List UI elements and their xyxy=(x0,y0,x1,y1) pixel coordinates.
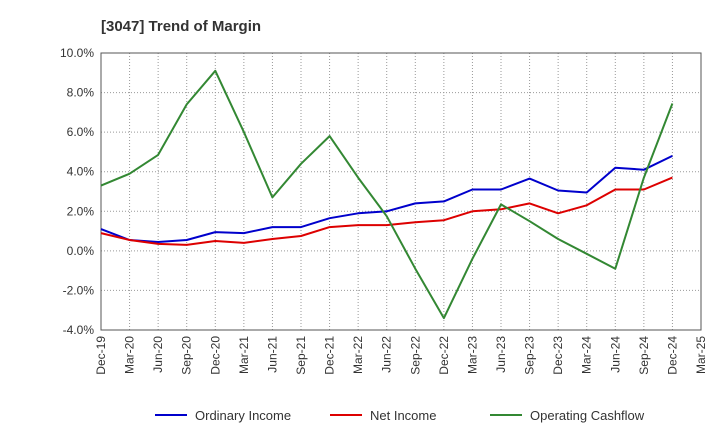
x-tick-label: Jun-20 xyxy=(151,336,165,373)
x-tick-label: Dec-23 xyxy=(551,336,565,375)
legend-label: Operating Cashflow xyxy=(530,408,645,423)
x-tick-label: Sep-24 xyxy=(637,336,651,375)
x-tick-label: Jun-22 xyxy=(380,336,394,373)
x-tick-label: Jun-23 xyxy=(494,336,508,373)
series-line xyxy=(100,176,673,246)
x-tick-label: Sep-21 xyxy=(294,336,308,375)
y-tick-label: 10.0% xyxy=(60,46,94,60)
y-axis-ticks: -4.0% -2.0% 0.0% 2.0% 4.0% 6.0% 8.0% 10.0% xyxy=(60,46,94,337)
y-tick-label: 2.0% xyxy=(67,204,95,218)
x-tick-label: Sep-20 xyxy=(180,336,194,375)
x-tick-label: Mar-20 xyxy=(123,336,137,374)
x-tick-label: Dec-24 xyxy=(665,336,679,375)
x-tick-label: Dec-19 xyxy=(94,336,108,375)
x-tick-label: Sep-23 xyxy=(523,336,537,375)
x-tick-label: Dec-20 xyxy=(208,336,222,375)
y-tick-label: -2.0% xyxy=(63,283,95,297)
chart-title: [3047] Trend of Margin xyxy=(101,18,261,35)
x-tick-label: Jun-24 xyxy=(608,336,622,373)
x-axis-ticks: Dec-19 Mar-20 Jun-20 Sep-20 Dec-20 Mar-21 Jun-… xyxy=(94,336,708,375)
x-tick-label: Mar-24 xyxy=(580,336,594,374)
series-lines xyxy=(100,69,674,320)
y-tick-label: 8.0% xyxy=(67,86,95,100)
x-tick-label: Mar-25 xyxy=(694,336,708,374)
y-tick-label: -4.0% xyxy=(63,323,95,337)
x-tick-label: Dec-22 xyxy=(437,336,451,375)
series-line xyxy=(100,69,674,320)
plot-area xyxy=(100,52,702,331)
x-tick-label: Dec-21 xyxy=(323,336,337,375)
x-tick-label: Mar-23 xyxy=(465,336,479,374)
series-line xyxy=(100,154,673,243)
y-tick-label: 0.0% xyxy=(67,244,95,258)
x-tick-label: Sep-22 xyxy=(408,336,422,375)
legend-label: Ordinary Income xyxy=(195,408,291,423)
x-tick-label: Jun-21 xyxy=(265,336,279,373)
y-tick-label: 6.0% xyxy=(67,125,95,139)
y-tick-label: 4.0% xyxy=(67,165,95,179)
x-tick-label: Mar-21 xyxy=(237,336,251,374)
x-tick-label: Mar-22 xyxy=(351,336,365,374)
legend: Ordinary Income Net Income Operating Cashf… xyxy=(155,408,645,423)
legend-label: Net Income xyxy=(370,408,436,423)
